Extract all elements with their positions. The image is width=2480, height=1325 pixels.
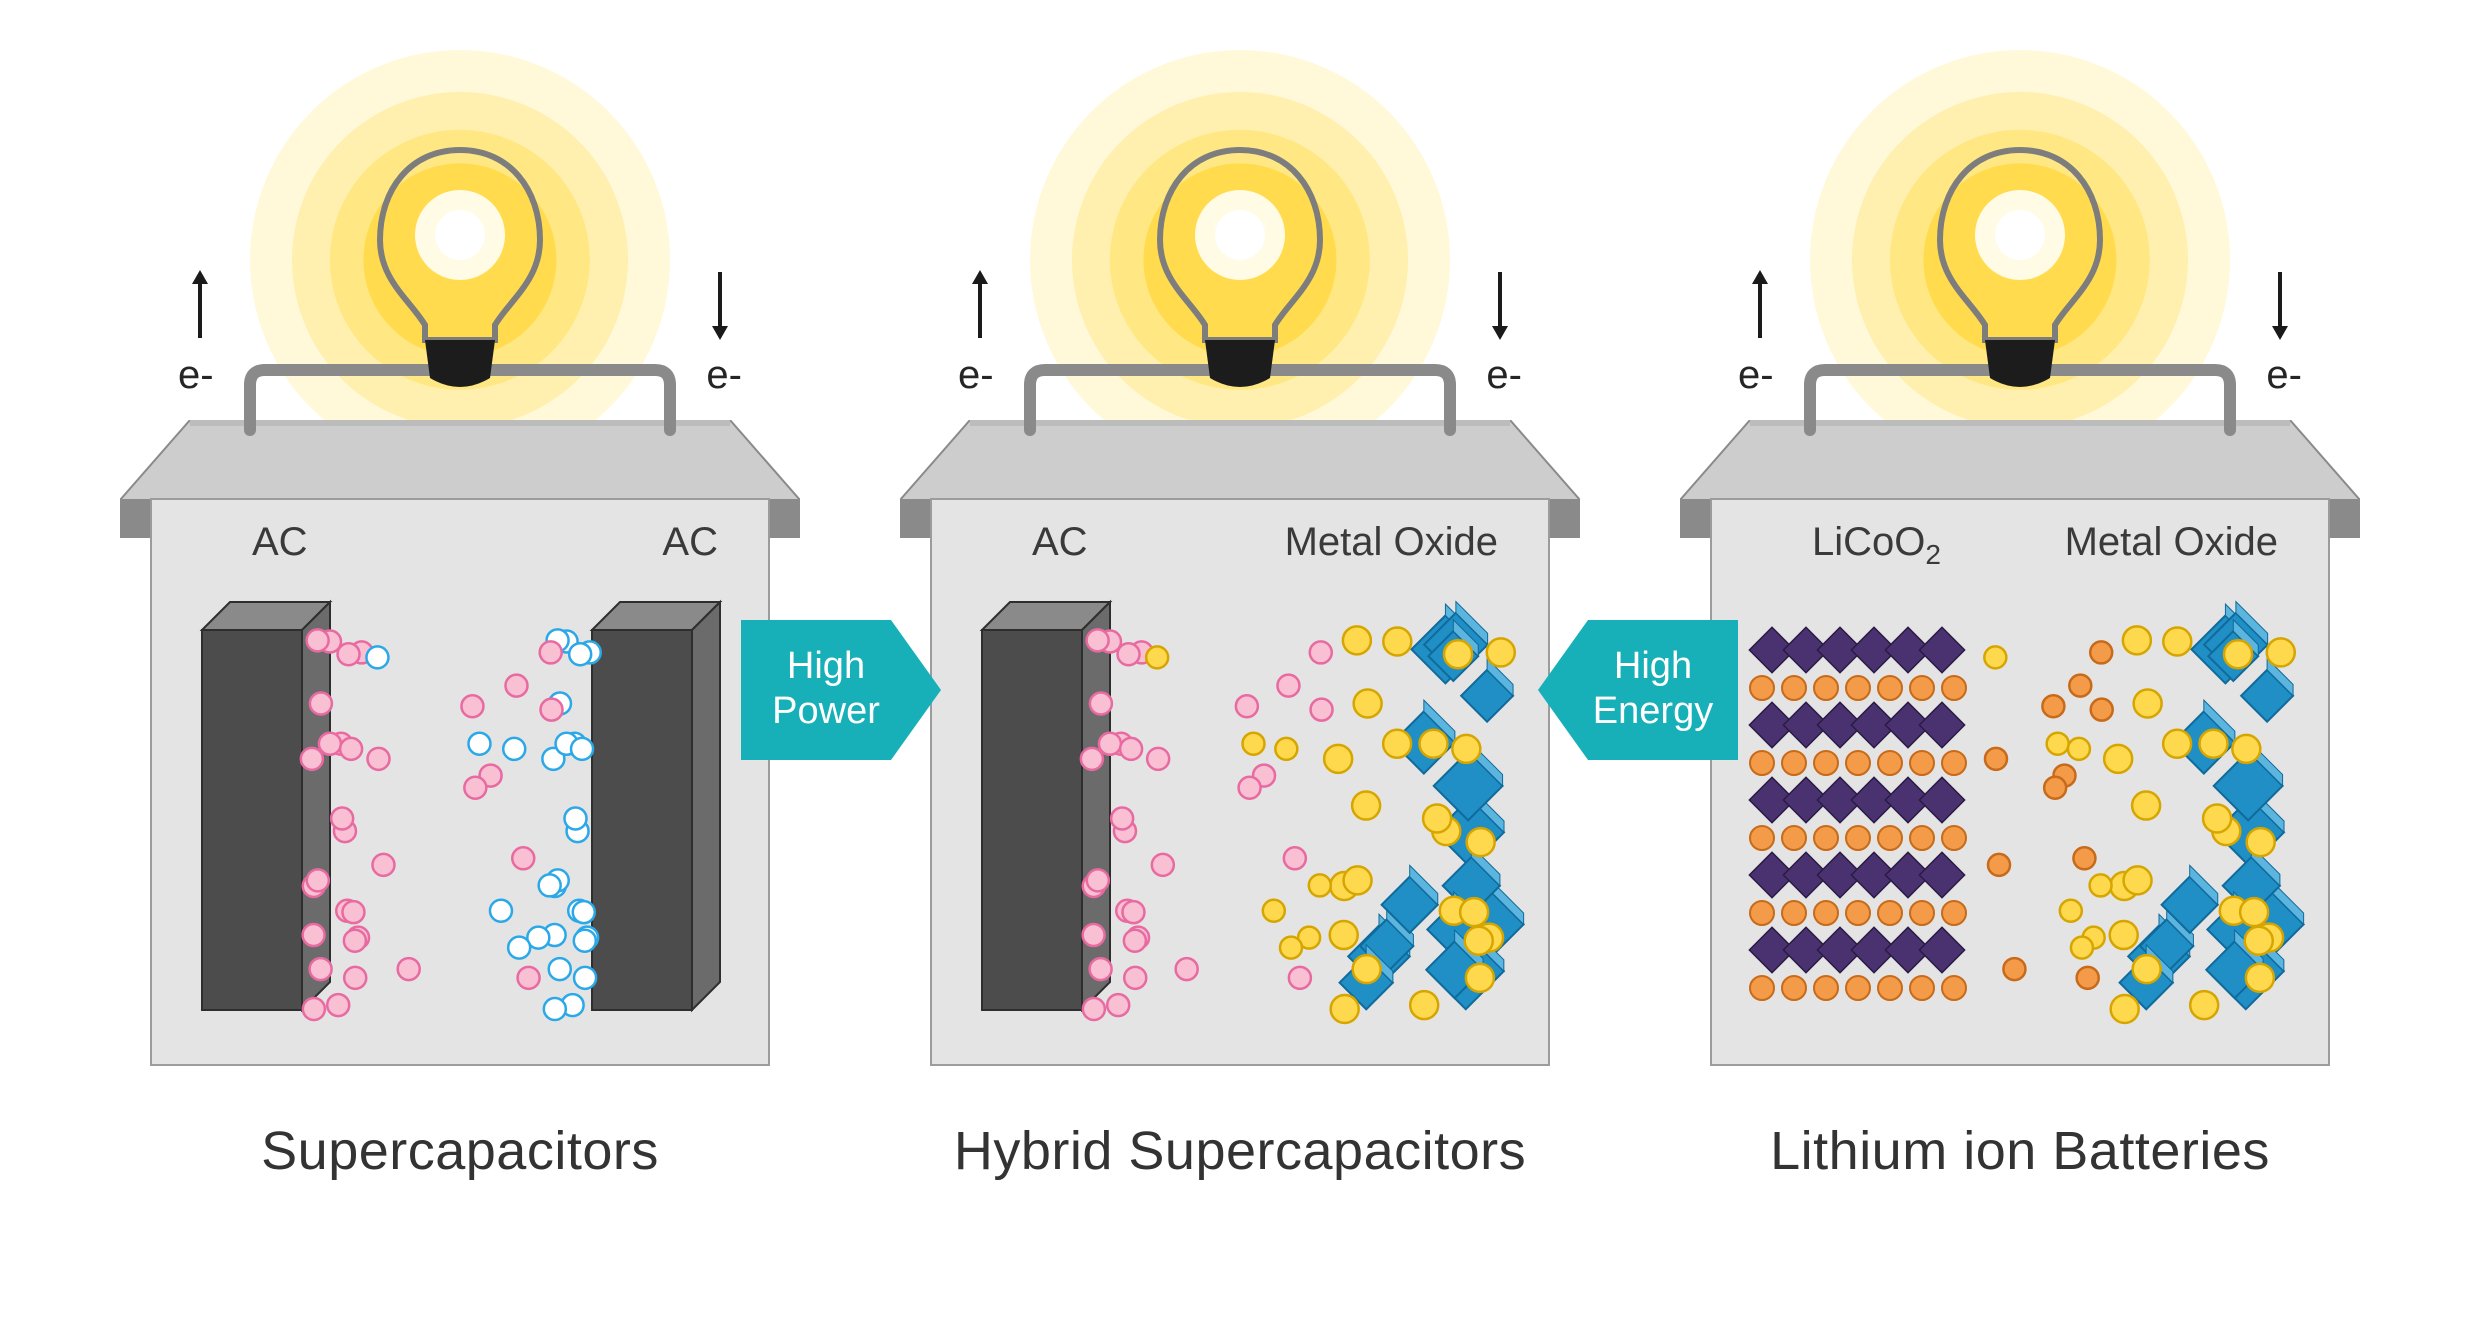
electrode-label-left: AC <box>252 520 308 565</box>
lightbulb-icon <box>1920 140 2120 400</box>
electron-arrow-up-icon <box>1750 270 1770 340</box>
badge-text: High Energy <box>1568 644 1738 734</box>
lightbulb-icon <box>360 140 560 400</box>
cell-supercapacitor: e- e- AC AC Supercapacitors <box>120 70 800 1150</box>
electrodes-diagram <box>932 590 1552 1050</box>
electrodes-diagram <box>152 590 772 1050</box>
electron-arrow-up-icon <box>190 270 210 340</box>
infographic-stage: e- e- AC AC Supercapacitors e- e- AC Met… <box>0 0 2480 1325</box>
badge-line2: Energy <box>1593 690 1713 732</box>
electron-arrow-up-icon <box>970 270 990 340</box>
badge-text: High Power <box>741 644 911 734</box>
cell-caption: Supercapacitors <box>120 1120 800 1182</box>
cell-lithium: e- e- LiCoO2 Metal Oxide Lithium ion Bat… <box>1680 70 2360 1150</box>
cell-hybrid: e- e- AC Metal Oxide Hybrid Supercapacit… <box>900 70 1580 1150</box>
electrode-label-left: AC <box>1032 520 1088 565</box>
badge-high-energy: High Energy <box>1538 610 1738 770</box>
badge-line2: Power <box>772 690 880 732</box>
device-body: LiCoO2 Metal Oxide <box>1710 498 2330 1066</box>
electrodes-diagram <box>1712 590 2332 1050</box>
device-body: AC AC <box>150 498 770 1066</box>
electrode-label-right: AC <box>662 520 718 565</box>
electron-label: e- <box>1738 353 1774 398</box>
electron-label: e- <box>2266 353 2302 398</box>
device-body: AC Metal Oxide <box>930 498 1550 1066</box>
electrode-label-right: Metal Oxide <box>1285 520 1498 565</box>
cell-caption: Hybrid Supercapacitors <box>900 1120 1580 1182</box>
electron-arrow-down-icon <box>710 270 730 340</box>
cell-caption: Lithium ion Batteries <box>1680 1120 2360 1182</box>
electrode-label-right: Metal Oxide <box>2065 520 2278 565</box>
electron-label: e- <box>958 353 994 398</box>
lightbulb-icon <box>1140 140 1340 400</box>
electrode-label-left: LiCoO2 <box>1812 520 1941 571</box>
electron-label: e- <box>178 353 214 398</box>
electron-label: e- <box>706 353 742 398</box>
badge-line1: High <box>1614 645 1692 687</box>
electron-label: e- <box>1486 353 1522 398</box>
badge-high-power: High Power <box>741 610 941 770</box>
electrode-label-text: LiCoO <box>1812 520 1925 564</box>
badge-line1: High <box>787 645 865 687</box>
electron-arrow-down-icon <box>2270 270 2290 340</box>
electrode-label-sub: 2 <box>1925 539 1941 570</box>
electron-arrow-down-icon <box>1490 270 1510 340</box>
